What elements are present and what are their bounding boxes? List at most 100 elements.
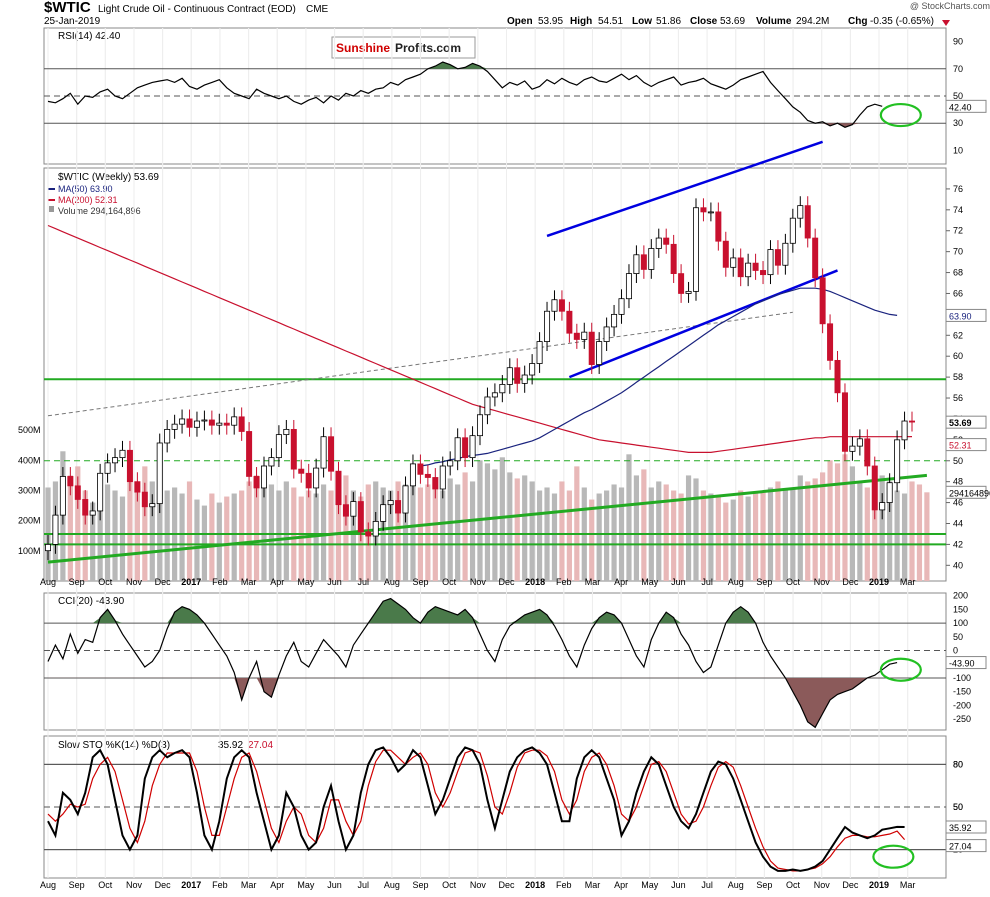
candle-body (752, 262, 759, 271)
candle-body (402, 485, 409, 514)
x-axis-label: Oct (786, 880, 801, 890)
price-tick-label: 46 (953, 498, 963, 508)
candle-body (648, 248, 655, 270)
high-label: High (570, 16, 592, 27)
x-axis-label: 2017 (181, 577, 201, 587)
cci-tick-label: 150 (953, 604, 968, 614)
volume-bar (216, 502, 222, 581)
candle-body (871, 465, 878, 511)
candle-body (514, 367, 521, 384)
x-axis-label: 2019 (869, 880, 889, 890)
candle-body (603, 326, 610, 342)
high-value: 54.51 (598, 16, 623, 27)
close-value: 53.69 (720, 16, 745, 27)
candle-body (320, 436, 327, 469)
volume-bar (469, 481, 476, 581)
volume-bar (343, 475, 349, 581)
volume-bar (440, 490, 446, 581)
volume-bar (522, 475, 528, 581)
candle-body (186, 418, 193, 428)
rising-support-line (47, 473, 928, 564)
candle-body (357, 501, 364, 533)
x-axis-label: Aug (384, 577, 400, 587)
price-tick-label: 50 (953, 456, 963, 466)
cci-value-label-box (945, 656, 987, 670)
sto-title: Slow STO %K(14) %D(3) 35.92 27.04 (58, 740, 273, 751)
cci-tick-label: 0 (953, 646, 958, 656)
volume-bar (678, 493, 684, 581)
candle-body (417, 463, 424, 475)
candle-body (707, 211, 714, 214)
candle-body (328, 436, 335, 472)
candle-body (447, 460, 454, 467)
volume-bar (104, 484, 111, 581)
candle-body (432, 477, 439, 490)
candle-body (462, 437, 469, 459)
x-axis-label: Feb (556, 880, 572, 890)
volume-bar (224, 496, 230, 581)
volume-bar (641, 469, 647, 581)
sto-highlight-ellipse (872, 844, 915, 869)
rsi-line (47, 61, 883, 128)
volume-bar (201, 505, 208, 581)
volume-bar (97, 478, 103, 581)
volume-bar (633, 475, 640, 581)
sto-k-value-label: 35.92 (949, 823, 972, 833)
volume-tick-label: 300M (18, 486, 41, 496)
ma50-line (420, 287, 898, 467)
volume-tick-label: 100M (18, 546, 41, 556)
candle-body (491, 392, 498, 398)
volume-bar (805, 481, 811, 581)
low-value: 51.86 (656, 16, 681, 27)
candle-body (89, 510, 96, 516)
lines-layer (44, 140, 946, 564)
last-close-label-box (945, 415, 987, 429)
volume-bar (447, 478, 453, 581)
candle-body (134, 481, 141, 493)
candle-body (171, 423, 178, 430)
volume-bar (760, 490, 766, 581)
candle-body (499, 384, 506, 394)
candle-body (901, 420, 908, 441)
x-axis-label: Jul (701, 577, 713, 587)
low-label: Low (632, 16, 652, 27)
volume-bar (775, 481, 781, 581)
x-axis-label: Mar (900, 577, 916, 587)
volume-bar (276, 490, 282, 581)
ma200-value-label-box (945, 438, 987, 452)
candle-body (305, 472, 312, 489)
volume-bar (857, 481, 863, 581)
x-axis-label: Mar (241, 880, 257, 890)
price-title: $WTIC (Weekly) 53.69 (58, 172, 159, 183)
x-axis-label: 2018 (525, 577, 545, 587)
candle-body (730, 257, 737, 268)
volume-bar (685, 475, 692, 581)
volume-bar (842, 454, 848, 581)
volume-bar (402, 484, 409, 581)
volume-bar (410, 466, 416, 581)
sto-d-tick-label: 80 (953, 759, 963, 769)
cci-tick-label: 100 (953, 618, 968, 628)
candle-body (313, 467, 320, 489)
x-axis-label: Nov (814, 880, 831, 890)
candle-body (201, 419, 208, 422)
cci-oversold-fill (48, 677, 898, 728)
candle-body (231, 416, 238, 426)
x-axis-label: Sep (69, 880, 85, 890)
candle-body (82, 499, 89, 516)
rsi-tick-label: 50 (953, 91, 963, 101)
chart-symbol: $WTIC (44, 0, 91, 16)
sto-k-value-label-box (945, 820, 987, 834)
ma200-value-label: 52.31 (949, 441, 972, 451)
volume-bar (514, 478, 520, 581)
candle-body (350, 501, 357, 517)
candle-body (275, 434, 282, 459)
sto-d-tick-label: 50 (953, 802, 963, 812)
x-axis-label: Mar (241, 577, 257, 587)
volume-bar (827, 460, 833, 581)
price-tick-label: 40 (953, 560, 963, 570)
volume-bar (320, 484, 327, 581)
volume-bar (75, 466, 81, 581)
x-axis-label: Nov (470, 577, 487, 587)
volume-bar (723, 502, 729, 581)
